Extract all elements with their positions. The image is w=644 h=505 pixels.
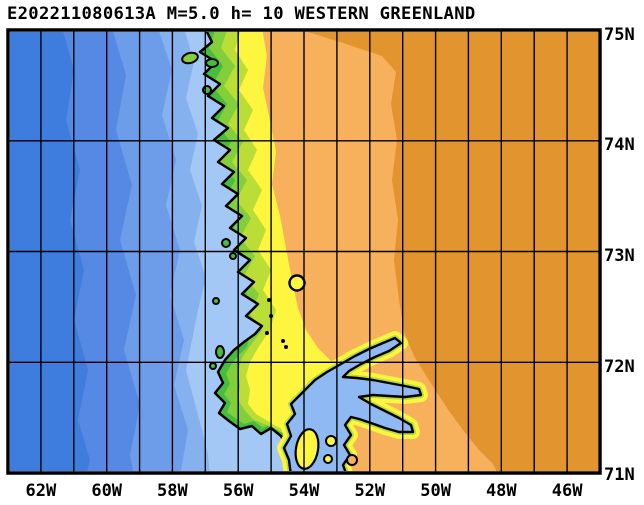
lat-label-73n: 73N (604, 246, 635, 266)
island (212, 297, 220, 305)
lon-label-52w: 52W (354, 481, 385, 501)
offshore-islands (181, 51, 237, 370)
lon-label-60w: 60W (91, 481, 122, 501)
island (205, 58, 219, 68)
lake-dot (284, 345, 288, 349)
lat-label-75n: 75N (604, 25, 635, 45)
latitude-labels: 75N 74N 73N 72N 71N (604, 25, 635, 485)
graticule (8, 30, 600, 473)
lat-label-74n: 74N (604, 135, 635, 155)
lon-label-54w: 54W (289, 481, 320, 501)
lon-label-62w: 62W (26, 481, 57, 501)
island (229, 252, 237, 260)
map-frame (6, 28, 602, 475)
island (221, 238, 231, 248)
lat-label-72n: 72N (604, 357, 635, 377)
fjord-island-small-1 (325, 435, 337, 447)
lon-label-48w: 48W (486, 481, 517, 501)
island (215, 345, 225, 359)
island (181, 51, 199, 65)
fjord-island-small-2 (323, 454, 333, 464)
coastline (198, 32, 292, 471)
map-content (10, 32, 598, 471)
island (202, 85, 212, 95)
map-title: E202211080613A M=5.0 h= 10 WESTERN GREEN… (7, 4, 476, 24)
longitude-labels: 62W 60W 58W 56W 54W 52W 50W 48W 46W (26, 481, 584, 501)
lat-label-71n: 71N (604, 465, 635, 485)
lake-dot (281, 339, 285, 343)
fjord-island-small-3 (346, 454, 358, 466)
lon-label-58w: 58W (157, 481, 188, 501)
island (209, 362, 217, 370)
lon-label-50w: 50W (420, 481, 451, 501)
lon-label-56w: 56W (223, 481, 254, 501)
lon-label-46w: 46W (552, 481, 583, 501)
lake-circle (288, 274, 306, 292)
lake-dot (265, 331, 269, 335)
lake-dot (267, 298, 271, 302)
